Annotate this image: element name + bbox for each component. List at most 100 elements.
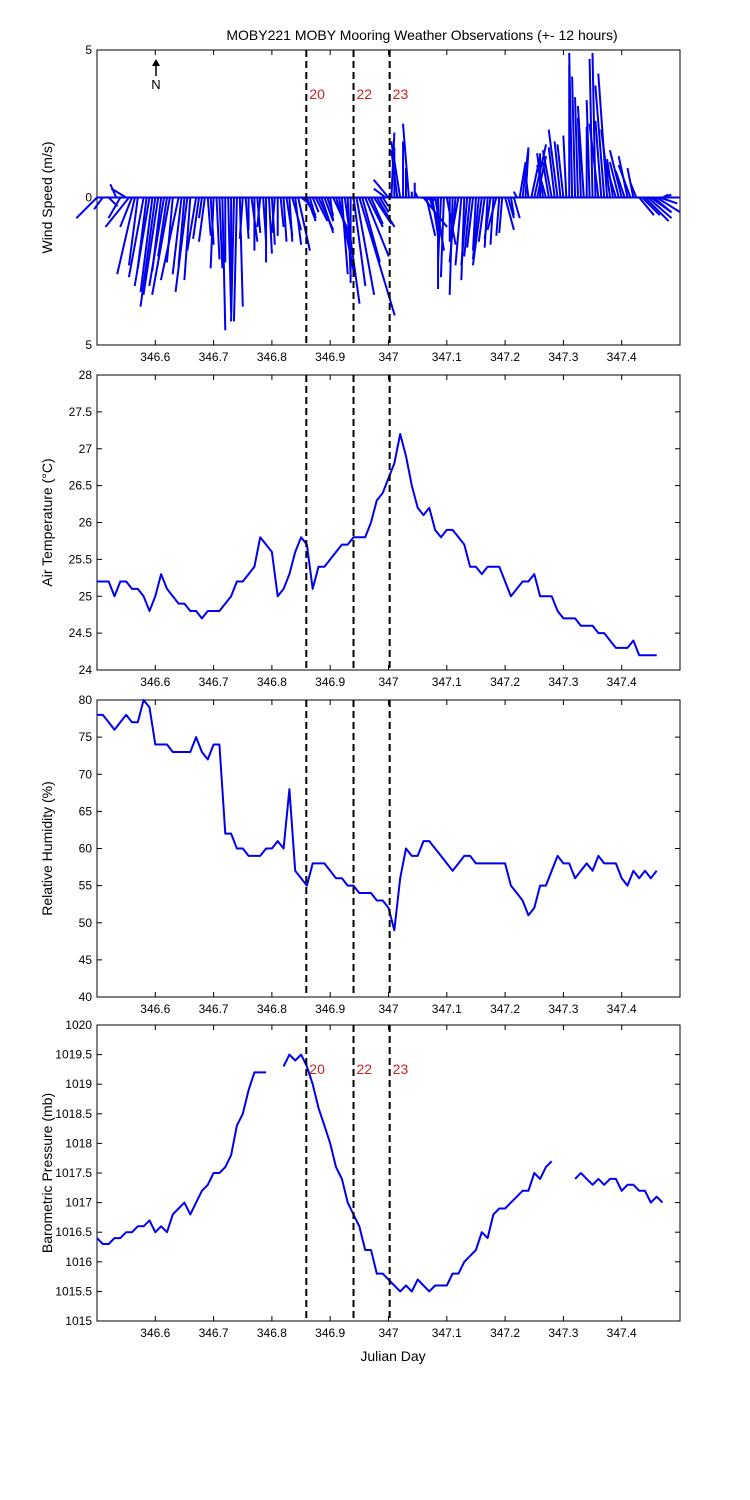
x-tick-label: 346.9 (315, 675, 345, 689)
x-tick-label: 346.8 (257, 350, 287, 364)
wind-stick (139, 197, 157, 307)
wind-stick (471, 197, 483, 266)
wind-stick (463, 197, 472, 257)
event-label: 20 (309, 86, 325, 102)
wind-stick (329, 197, 335, 222)
wind-stick (238, 197, 244, 239)
y-tick-label: 1020 (65, 1018, 92, 1032)
figure-title: MOBY221 MOBY Mooring Weather Observation… (226, 27, 617, 43)
x-tick-label: 347.3 (548, 1326, 578, 1340)
wind-stick (556, 144, 565, 198)
barometric-pressure-panel: 346.6 346.7 346.8 346.9 347 347.1 347.2 347.3 34… (39, 1018, 681, 1340)
wind-speed-panel: 346.6 346.7 346.8 346.9 347 347.1 347.2 347.3 34… (39, 43, 681, 364)
x-tick-label: 347.4 (607, 1326, 637, 1340)
wind-stick (460, 197, 469, 266)
x-tick-label: 346.8 (257, 675, 287, 689)
x-tick-label: 346.9 (315, 1326, 345, 1340)
north-indicator: N (151, 59, 161, 92)
y-tick-label: 70 (79, 767, 93, 781)
wind-stick (355, 197, 376, 296)
wind-stick (509, 197, 515, 216)
wind-stick (413, 191, 419, 198)
wind-stick (536, 164, 547, 198)
wind-stick (133, 197, 151, 287)
wind-stick (489, 197, 495, 245)
wind-stick (375, 196, 396, 228)
wind-stick (574, 97, 579, 198)
y-tick-label: 1017 (65, 1196, 92, 1210)
wind-stick (148, 197, 166, 287)
x-tick-label: 346.6 (140, 675, 170, 689)
y-tick-label: 25.5 (69, 552, 93, 566)
wind-stick (378, 196, 390, 213)
y-tick-label: 1019.5 (55, 1048, 92, 1062)
x-tick-label: 347.4 (607, 1002, 637, 1016)
wind-stick (238, 197, 244, 307)
x-tick-label: 347.1 (432, 1326, 462, 1340)
wind-stick (425, 197, 437, 237)
y-tick-label: 65 (79, 804, 93, 818)
x-tick-label: 346.7 (199, 1002, 229, 1016)
x-tick-label: 347 (378, 675, 398, 689)
x-tick-label: 347.3 (548, 675, 578, 689)
wind-stick (151, 197, 171, 296)
x-tick-label: 346.6 (140, 350, 170, 364)
wind-stick (267, 197, 273, 254)
wind-stick (614, 170, 626, 198)
wind-stick (653, 196, 673, 214)
wind-stick (498, 197, 504, 233)
x-tick-label: 346.7 (199, 1326, 229, 1340)
y-tick-label: 1015.5 (55, 1284, 92, 1298)
wind-stick (364, 197, 390, 257)
y-tick-label: 1018 (65, 1136, 92, 1150)
y-tick-label: 1015 (65, 1314, 92, 1328)
wind-stick (504, 197, 515, 231)
wind-stick (641, 196, 661, 216)
air-temperature-panel: 346.6 346.7 346.8 346.9 347 347.1 347.2 347.3 34… (39, 368, 681, 689)
wind-stick (617, 164, 632, 198)
wind-stick (305, 197, 317, 222)
wind-stick (576, 105, 585, 198)
wind-stick (279, 197, 285, 228)
y-tick-label: 1016.5 (55, 1225, 92, 1239)
wind-stick (171, 197, 183, 275)
wind-stick (282, 197, 288, 242)
wind-stick (437, 197, 442, 263)
wind-stick (664, 193, 672, 199)
wind-stick (585, 100, 591, 198)
event-label: 22 (357, 86, 373, 102)
wind-stick (218, 197, 224, 269)
y-tick-label: 24.5 (69, 626, 93, 640)
event-label: 23 (393, 1061, 409, 1077)
wind-stick (541, 161, 550, 198)
plot-area (96, 1024, 681, 1322)
wind-stick (562, 135, 568, 198)
wind-stick (471, 197, 480, 260)
wind-stick (294, 197, 303, 245)
y-tick-label: 26.5 (69, 479, 93, 493)
x-tick-label: 347.2 (490, 1002, 520, 1016)
wind-stick (588, 58, 594, 198)
y-tick-label: 27.5 (69, 405, 93, 419)
series-line (282, 1053, 553, 1293)
x-tick-label: 347.2 (490, 350, 520, 364)
wind-stick (270, 197, 276, 233)
y-tick-label: 27 (79, 442, 93, 456)
north-label: N (151, 77, 160, 92)
wind-stick (110, 187, 127, 199)
wind-stick (93, 196, 104, 210)
wind-stick (198, 197, 203, 219)
wind-stick (568, 52, 574, 198)
wind-stick (340, 197, 349, 275)
x-tick-label: 346.6 (140, 1326, 170, 1340)
x-tick-label: 346.9 (315, 350, 345, 364)
wind-stick (343, 197, 361, 304)
wind-stick (116, 197, 136, 275)
event-label: 22 (357, 1061, 373, 1077)
y-tick-label: 25 (79, 589, 93, 603)
wind-stick (215, 197, 221, 260)
event-label: 23 (393, 86, 409, 102)
wind-stick (439, 197, 445, 278)
wind-stick (244, 197, 250, 239)
